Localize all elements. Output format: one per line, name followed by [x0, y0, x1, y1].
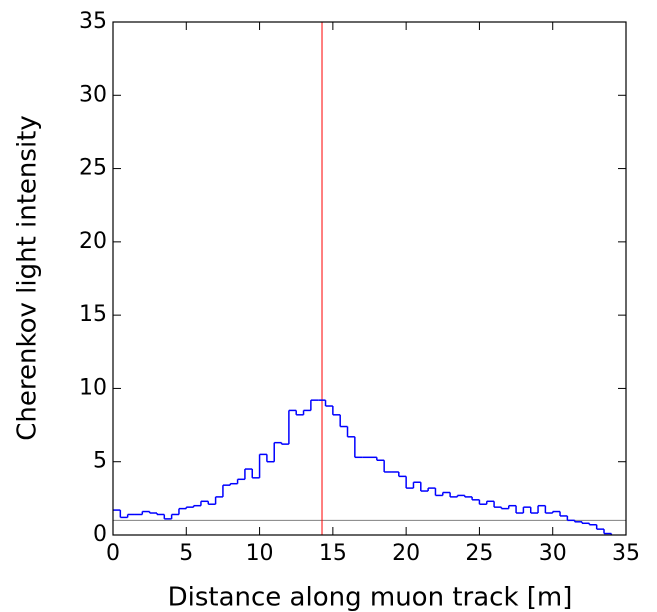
x-tick-label: 20	[392, 541, 420, 566]
y-tick-label: 10	[79, 375, 107, 400]
y-tick-label: 20	[79, 229, 107, 254]
x-axis-label: Distance along muon track [m]	[168, 583, 573, 612]
y-tick-label: 15	[79, 302, 107, 327]
y-tick-label: 25	[79, 156, 107, 181]
x-tick-label: 0	[106, 541, 120, 566]
y-tick-label: 5	[93, 449, 107, 474]
y-axis-label: Cherenkov light intensity	[13, 115, 43, 441]
plot-frame	[112, 21, 627, 536]
x-tick-label: 35	[612, 541, 640, 566]
y-tick-label: 30	[79, 82, 107, 107]
x-tick-label: 30	[539, 541, 567, 566]
x-tick-label: 15	[319, 541, 347, 566]
x-tick-label: 10	[246, 541, 274, 566]
y-tick-label: 0	[93, 522, 107, 547]
y-tick-label: 35	[79, 9, 107, 34]
x-tick-label: 25	[465, 541, 493, 566]
x-tick-label: 5	[179, 541, 193, 566]
